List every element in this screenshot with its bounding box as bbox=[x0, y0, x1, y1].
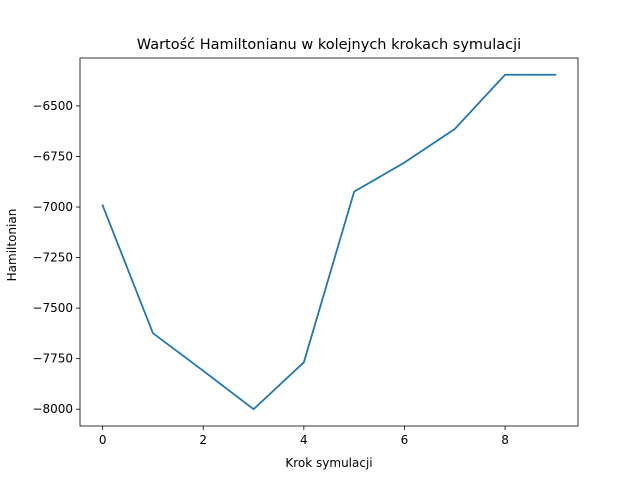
axes-frame bbox=[79, 57, 579, 427]
y-tick-label: −6750 bbox=[32, 149, 73, 163]
x-tick-label: 2 bbox=[199, 433, 207, 447]
chart-title: Wartość Hamiltonianu w kolejnych krokach… bbox=[137, 37, 521, 53]
x-tick-label: 6 bbox=[401, 433, 409, 447]
y-tick-label: −7000 bbox=[32, 200, 73, 214]
x-tick-label: 4 bbox=[300, 433, 308, 447]
x-tick-label: 0 bbox=[99, 433, 107, 447]
x-axis-label: Krok symulacji bbox=[285, 456, 372, 470]
x-tick-label: 8 bbox=[501, 433, 509, 447]
y-tick-label: −7250 bbox=[32, 251, 73, 265]
series-line-0 bbox=[101, 73, 557, 411]
plot-area: 0 2 4 6 8 −8000 −7750 −7500 −7250 −7000 −6750 −6500 bbox=[32, 57, 579, 447]
y-tick-label: −7500 bbox=[32, 301, 73, 315]
y-tick-label: −8000 bbox=[32, 402, 73, 416]
y-tick-label: −7750 bbox=[32, 352, 73, 366]
y-axis-label: Hamiltonian bbox=[5, 209, 19, 282]
y-tick-label: −6500 bbox=[32, 99, 73, 113]
